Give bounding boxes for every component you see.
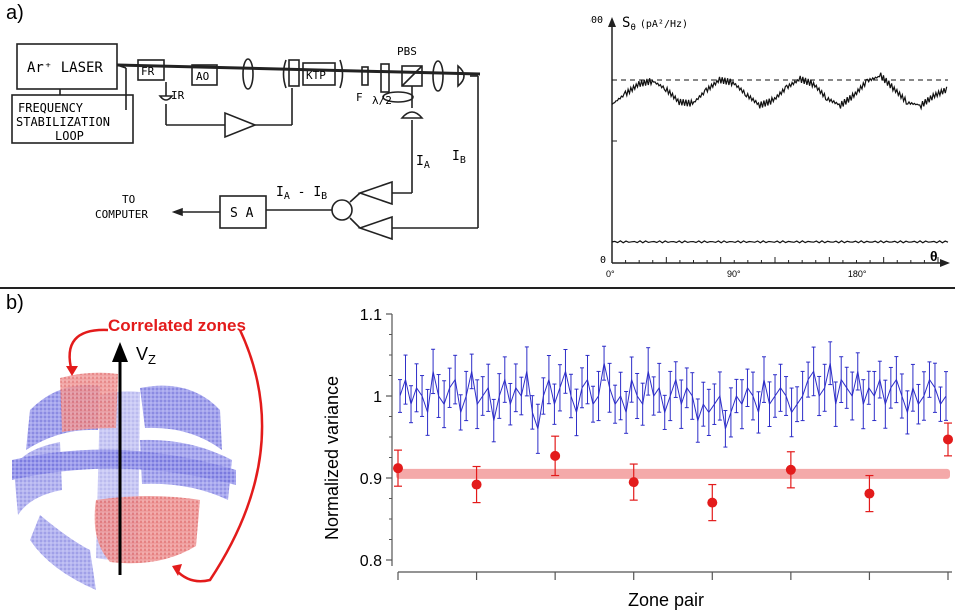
ir-label: IR (171, 89, 185, 102)
ib-label: IB (452, 149, 466, 166)
chart-b-y-tick-label: 0.9 (360, 471, 382, 488)
computer-line-2: COMPUTER (95, 208, 148, 221)
chart-a-x-tick-label: 180° (848, 269, 867, 279)
fr-label: FR (141, 65, 155, 78)
freq-loop-line-3: LOOP (55, 129, 84, 143)
pbs-label: PBS (397, 45, 417, 58)
correlated-point (785, 464, 796, 475)
correlated-point (550, 450, 561, 461)
panel-a-label: a) (6, 2, 24, 24)
half-wave-label: λ/2 (372, 94, 392, 107)
chart-a-xlabel: θ (930, 248, 938, 264)
vz-arrowhead (112, 342, 128, 362)
ktp-label: KTP (306, 69, 326, 82)
variance-chart: Normalized variance Zone pair 0.8 0.9 1 1.1 (322, 307, 953, 610)
correlated-point (471, 479, 482, 490)
correlated-point (628, 477, 639, 488)
optical-schematic: Ar⁺ LASER FR AO KTP PBS IR F λ/2 FREQUEN… (11, 43, 481, 241)
difference-label: IA - IB (276, 185, 327, 202)
chart-b-y-tick-label: 0.8 (360, 553, 382, 570)
mean-correlated-band (396, 468, 950, 479)
freq-loop-line-2: STABILIZATION (16, 115, 110, 129)
chart-a-x-tick-label: 0° (606, 269, 615, 279)
correlated-zones-label: Correlated zones (108, 316, 246, 335)
chart-b-ylabel: Normalized variance (322, 376, 342, 540)
frequency-loop-box (11, 94, 134, 144)
y-tick-300: 300 (590, 15, 603, 26)
uncorrelated-series-line (399, 363, 947, 429)
chart-b-xlabel: Zone pair (628, 590, 704, 610)
chart-b-y-tick-label: 1 (373, 389, 382, 406)
chart-a-x-tick-label: 90° (727, 269, 741, 279)
y-tick-0: 0 (600, 255, 606, 266)
arrow-to-top-zone (68, 328, 109, 373)
correlated-point (943, 434, 953, 445)
spectrum-trace (611, 72, 948, 111)
ktp-box (302, 62, 336, 86)
panel-b-label: b) (6, 292, 24, 314)
fr-box (137, 59, 165, 81)
correlated-point (393, 463, 403, 474)
baseline-trace (611, 240, 949, 244)
freq-loop-line-1: FREQUENCY (18, 101, 84, 115)
chart-a-x-arrow (940, 259, 950, 267)
noise-spectrum-chart: 300 0 Sθ(pA²/Hz) θ 0° 90° 180° (590, 15, 950, 279)
correlated-point (707, 497, 718, 508)
arrow-to-bottom-zone (175, 329, 264, 583)
momentum-sphere-illustration: VZ (12, 328, 264, 590)
chart-b-y-tick-label: 1.1 (360, 307, 382, 324)
f-label: F (356, 91, 363, 104)
computer-line-1: TO (122, 193, 135, 206)
vz-label: VZ (136, 344, 156, 367)
laser-label: Ar⁺ LASER (27, 60, 103, 76)
sphere-zones (12, 372, 236, 590)
chart-a-y-arrow (608, 17, 616, 27)
ao-label: AO (196, 70, 209, 83)
correlated-point (864, 488, 875, 499)
chart-a-title: Sθ (pA²/Hz) (622, 15, 688, 33)
ia-label: IA (416, 154, 430, 171)
panel-divider (0, 287, 955, 289)
ao-box (191, 64, 218, 86)
sa-label: S A (230, 206, 254, 221)
